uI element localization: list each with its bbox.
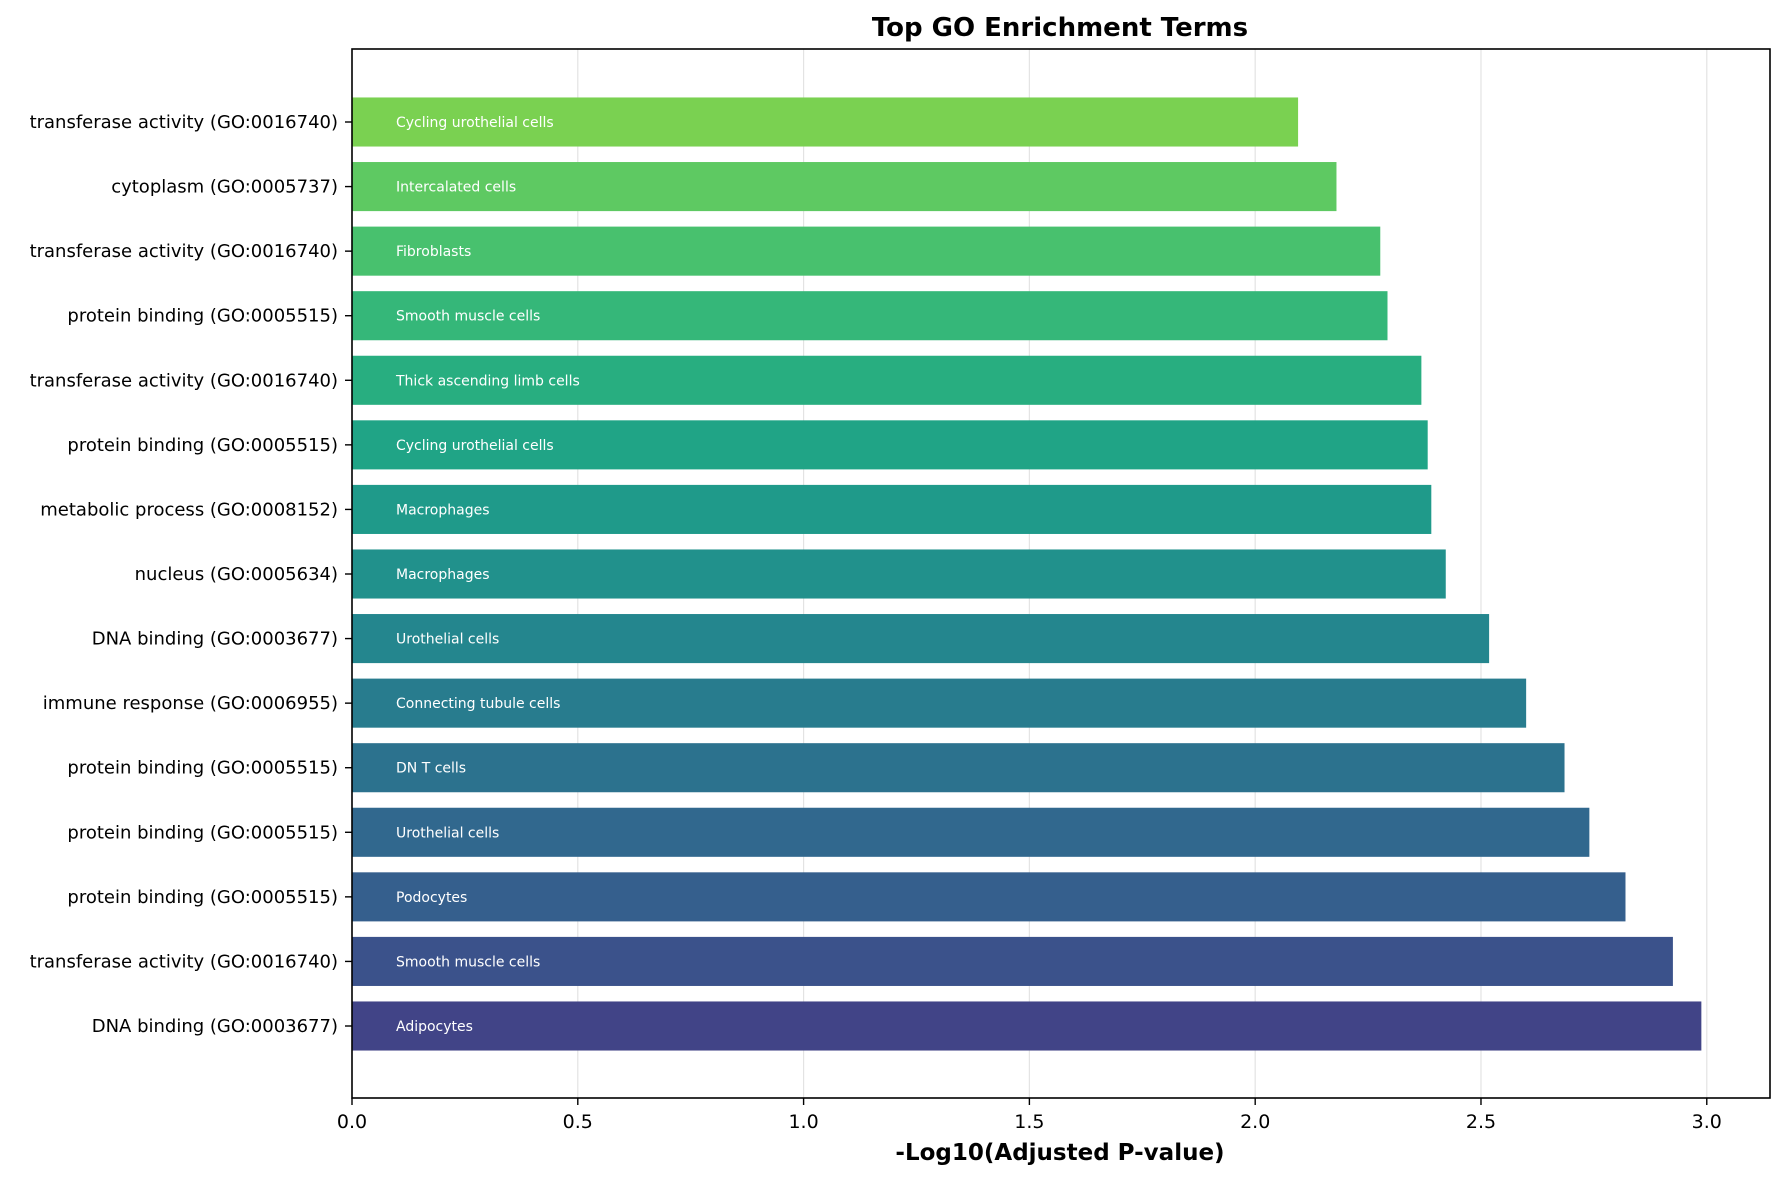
bars-group: Cycling urothelial cells Intercalated cel…	[352, 97, 1702, 1051]
bar-cell-type-label: Adipocytes	[396, 1019, 473, 1035]
bar-cell-type-label: DN T cells	[396, 761, 466, 777]
bar	[352, 936, 1673, 986]
y-tick-label: metabolic process (GO:0008152)	[40, 499, 338, 520]
bar	[352, 807, 1590, 857]
x-tick-label: 2.0	[1240, 1111, 1270, 1133]
plot-frame	[351, 48, 1771, 1099]
x-tick-label: 0.0	[337, 1111, 367, 1133]
y-tick-label: transferase activity (GO:0016740)	[30, 951, 338, 972]
bar	[352, 549, 1446, 599]
x-tick-label: 1.0	[788, 1111, 818, 1133]
bar-cell-type-label: Smooth muscle cells	[396, 309, 540, 325]
x-axis-label: -Log10(Adjusted P-value)	[895, 1140, 1224, 1166]
y-tick-label: immune response (GO:0006955)	[43, 693, 338, 714]
bar	[352, 420, 1428, 470]
y-tick-label: protein binding (GO:0005515)	[67, 887, 338, 908]
bar-cell-type-label: Urothelial cells	[396, 632, 499, 648]
y-tick-label: protein binding (GO:0005515)	[67, 306, 338, 327]
x-tick-label: 3.0	[1692, 1111, 1722, 1133]
x-tick-label: 1.5	[1014, 1111, 1044, 1133]
bar-cell-type-label: Smooth muscle cells	[396, 954, 540, 970]
bar-cell-type-label: Intercalated cells	[396, 180, 516, 196]
y-tick-label: DNA binding (GO:0003677)	[92, 1016, 338, 1037]
x-tick-label: 0.5	[563, 1111, 593, 1133]
y-tick-labels: transferase activity (GO:0016740) cytopla…	[30, 112, 352, 1037]
bar	[352, 484, 1432, 534]
y-tick-label: transferase activity (GO:0016740)	[30, 112, 338, 133]
x-tick-label: 2.5	[1466, 1111, 1496, 1133]
y-tick-label: protein binding (GO:0005515)	[67, 822, 338, 843]
bar	[352, 97, 1299, 147]
bar-cell-type-label: Podocytes	[396, 890, 467, 906]
bar	[352, 678, 1527, 728]
bar-cell-type-label: Macrophages	[396, 502, 490, 518]
bar	[352, 162, 1337, 212]
y-tick-label: transferase activity (GO:0016740)	[30, 241, 338, 262]
bar-cell-type-label: Connecting tubule cells	[396, 696, 560, 712]
bar-cell-type-label: Cycling urothelial cells	[396, 438, 554, 454]
y-tick-label: transferase activity (GO:0016740)	[30, 370, 338, 391]
y-tick-label: protein binding (GO:0005515)	[67, 435, 338, 456]
y-tick-label: cytoplasm (GO:0005737)	[111, 177, 338, 198]
bar-cell-type-label: Cycling urothelial cells	[396, 115, 554, 131]
bar	[352, 1001, 1702, 1051]
bar	[352, 614, 1490, 664]
bar	[352, 226, 1381, 276]
bar	[352, 291, 1388, 341]
x-tick-labels: 0.0 0.5 1.0 1.5 2.0 2.5 3.0	[337, 1098, 1722, 1133]
bar-cell-type-label: Fibroblasts	[396, 244, 471, 260]
bar-cell-type-label: Macrophages	[396, 567, 490, 583]
y-tick-label: DNA binding (GO:0003677)	[92, 629, 338, 650]
y-tick-label: protein binding (GO:0005515)	[67, 758, 338, 779]
bar	[352, 743, 1565, 793]
y-tick-label: nucleus (GO:0005634)	[135, 564, 338, 585]
chart-title: Top GO Enrichment Terms	[872, 13, 1248, 43]
bar	[352, 355, 1422, 405]
bar-cell-type-label: Thick ascending limb cells	[395, 373, 580, 389]
bar-cell-type-label: Urothelial cells	[396, 825, 499, 841]
bar	[352, 872, 1626, 922]
